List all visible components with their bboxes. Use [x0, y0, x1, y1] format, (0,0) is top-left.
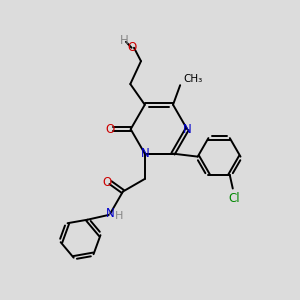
- Text: N: N: [106, 207, 115, 220]
- Text: N: N: [140, 147, 149, 160]
- Text: O: O: [127, 41, 136, 54]
- Text: Cl: Cl: [229, 191, 240, 205]
- Text: N: N: [183, 123, 191, 136]
- Text: O: O: [103, 176, 112, 189]
- Text: CH₃: CH₃: [184, 74, 203, 84]
- Text: H: H: [114, 211, 123, 221]
- Text: O: O: [105, 123, 115, 136]
- Text: H: H: [120, 34, 129, 47]
